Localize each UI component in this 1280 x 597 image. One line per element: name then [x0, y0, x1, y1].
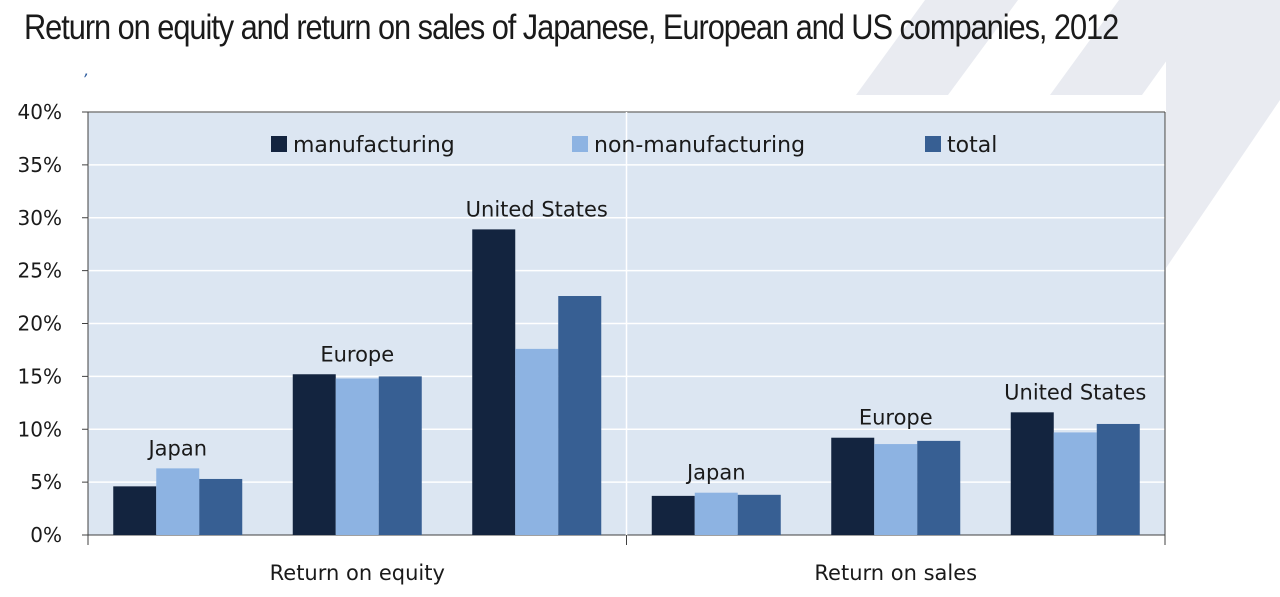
- y-tick-label: 35%: [18, 153, 62, 177]
- bar: [558, 296, 602, 535]
- bar: [199, 478, 243, 535]
- chart-title: Return on equity and return on sales of …: [24, 8, 1119, 47]
- group-label: Japan: [146, 436, 207, 460]
- bar: [694, 492, 738, 535]
- x-axis-category-label: Return on equity: [270, 561, 445, 585]
- background-stripe: [856, 0, 1018, 95]
- y-tick-label: 25%: [18, 259, 62, 283]
- bar: [1010, 412, 1054, 535]
- x-axis-category-label: Return on sales: [814, 561, 977, 585]
- bar: [917, 440, 961, 535]
- bar: [515, 348, 559, 535]
- y-tick-label: 10%: [18, 417, 62, 441]
- legend-swatch: [271, 136, 287, 152]
- group-label: Japan: [685, 461, 746, 485]
- group-label: United States: [1004, 380, 1146, 404]
- decorative-mark: ’: [82, 70, 88, 89]
- y-tick-label: 5%: [30, 470, 62, 494]
- bar: [292, 374, 336, 535]
- group-label: Europe: [320, 342, 394, 366]
- y-tick-label: 30%: [18, 206, 62, 230]
- bar: [378, 376, 422, 535]
- y-tick-label: 15%: [18, 364, 62, 388]
- legend-label: manufacturing: [293, 133, 455, 158]
- group-label: Europe: [859, 406, 933, 430]
- legend-swatch: [925, 136, 941, 152]
- legend-swatch: [572, 136, 588, 152]
- bar: [1053, 432, 1097, 535]
- legend-label: non-manufacturing: [594, 133, 805, 158]
- bar: [737, 494, 781, 535]
- legend-label: total: [947, 133, 997, 158]
- y-tick-label: 20%: [18, 312, 62, 336]
- bar: [156, 468, 200, 535]
- background-stripe: [1050, 0, 1210, 95]
- bar: [651, 495, 695, 535]
- bar: [335, 378, 379, 535]
- y-tick-label: 40%: [18, 100, 62, 124]
- bar: [874, 444, 918, 535]
- y-tick-label: 0%: [30, 523, 62, 547]
- bar: [1096, 423, 1140, 535]
- bar: [472, 229, 516, 535]
- bar: [113, 486, 157, 535]
- bar: [831, 437, 875, 535]
- background-stripe: [1166, 0, 1280, 268]
- group-label: United States: [466, 197, 608, 221]
